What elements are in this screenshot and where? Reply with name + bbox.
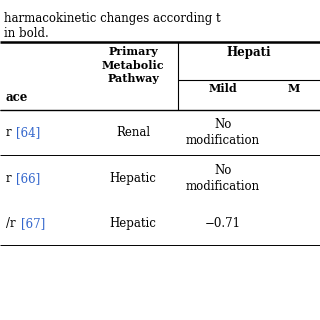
Text: Hepatic: Hepatic — [109, 172, 156, 185]
Text: [66]: [66] — [16, 172, 40, 185]
Text: ace: ace — [6, 91, 28, 104]
Text: /r: /r — [6, 217, 20, 230]
Text: Hepatic: Hepatic — [109, 217, 156, 230]
Text: [64]: [64] — [16, 126, 40, 139]
Text: −0.71: −0.71 — [205, 217, 241, 230]
Text: [67]: [67] — [21, 217, 45, 230]
Text: Mild: Mild — [209, 83, 237, 94]
Text: r: r — [6, 126, 15, 139]
Text: Renal: Renal — [116, 126, 150, 139]
Text: harmacokinetic changes according t: harmacokinetic changes according t — [4, 12, 220, 25]
Text: Hepati: Hepati — [227, 46, 271, 59]
Text: in bold.: in bold. — [4, 27, 49, 40]
Text: M: M — [288, 83, 300, 94]
Text: r: r — [6, 172, 15, 185]
Text: No
modification: No modification — [186, 164, 260, 193]
Text: Primary
Metabolic
Pathway: Primary Metabolic Pathway — [102, 46, 164, 84]
Text: No
modification: No modification — [186, 118, 260, 147]
